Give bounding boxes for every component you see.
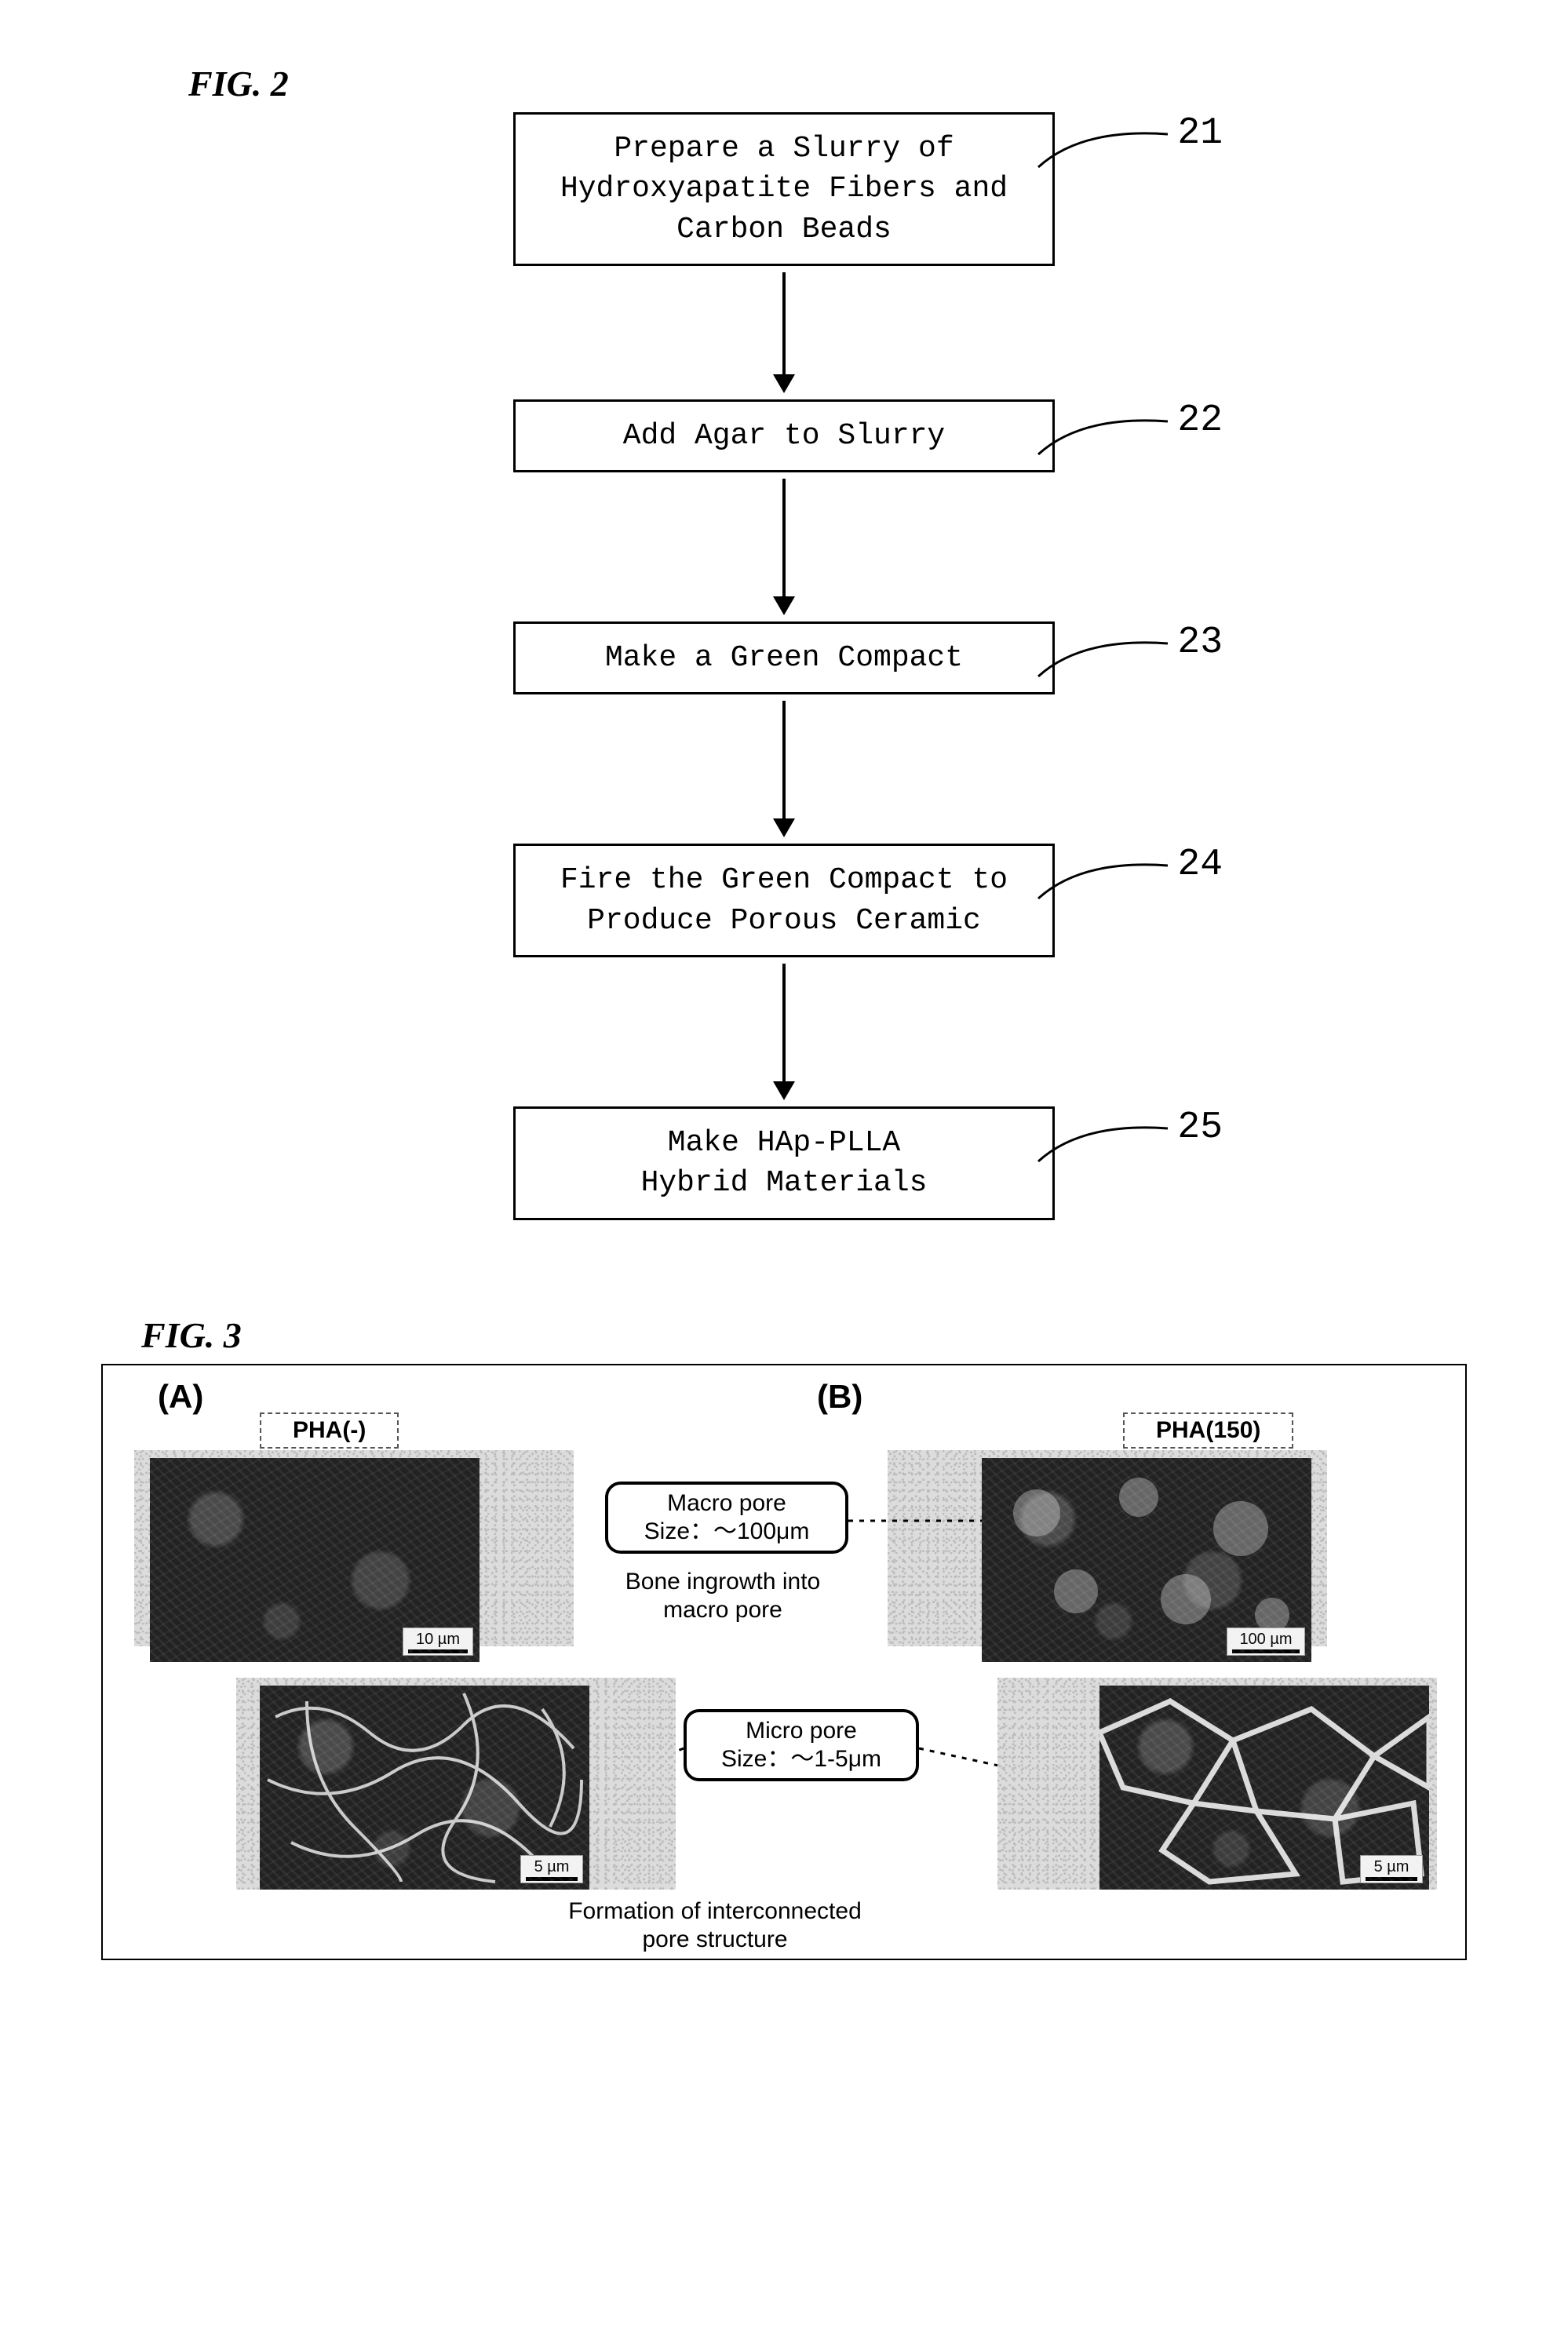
micro-pore-texture	[1099, 1686, 1429, 1890]
flow-arrow	[773, 479, 795, 615]
panel-b-top-scalebar: 100 µm	[1227, 1627, 1305, 1656]
leader-line	[1034, 629, 1176, 684]
scalebar-text: 100 µm	[1239, 1631, 1292, 1648]
flow-step-23: Make a Green Compact 23	[94, 621, 1474, 694]
flow-step-21: Prepare a Slurry ofHydroxyapatite Fibers…	[94, 112, 1474, 266]
flow-box: Make HAp-PLLAHybrid Materials	[513, 1106, 1055, 1220]
leader-line	[1034, 120, 1176, 175]
fiber-texture	[260, 1686, 589, 1890]
macro-pore-label: Macro pore Size：～100μm	[605, 1482, 848, 1554]
leader-line	[1034, 851, 1176, 906]
flow-step-25: Make HAp-PLLAHybrid Materials 25	[94, 1106, 1474, 1220]
panel-b-letter: (B)	[817, 1378, 862, 1416]
macro-pore-texture	[982, 1458, 1311, 1662]
macro-pore-title: Macro pore	[625, 1489, 828, 1518]
panel-a-top-scalebar: 10 µm	[403, 1627, 473, 1656]
flow-arrow	[773, 272, 795, 393]
scalebar-text: 10 µm	[416, 1631, 460, 1648]
flow-step-number: 21	[1177, 112, 1223, 155]
micro-pore-caption: Formation of interconnectedpore structur…	[495, 1897, 935, 1954]
figure-3-label: FIG. 3	[141, 1314, 1474, 1356]
flow-arrow	[773, 701, 795, 837]
panel-a-sem-bottom: 5 µm	[260, 1686, 589, 1890]
panel-a-letter: (A)	[158, 1378, 203, 1416]
panel-b-tag: PHA(150)	[1123, 1412, 1293, 1449]
figure-3-panel: (A) (B) PHA(-) PHA(150) 10 µm 5 µm	[101, 1364, 1467, 1960]
flow-step-22: Add Agar to Slurry 22	[94, 399, 1474, 472]
flowchart: Prepare a Slurry ofHydroxyapatite Fibers…	[94, 112, 1474, 1220]
leader-line	[1034, 407, 1176, 462]
flow-step-number: 24	[1177, 844, 1223, 886]
flow-box: Fire the Green Compact toProduce Porous …	[513, 844, 1055, 957]
macro-pore-caption: Bone ingrowth intomacro pore	[582, 1568, 864, 1624]
scalebar-text: 5 µm	[1374, 1858, 1409, 1875]
panel-b-sem-top: 100 µm	[982, 1458, 1311, 1662]
flow-box: Prepare a Slurry ofHydroxyapatite Fibers…	[513, 112, 1055, 266]
flow-step-24: Fire the Green Compact toProduce Porous …	[94, 844, 1474, 957]
panel-b-bot-scalebar: 5 µm	[1360, 1855, 1423, 1883]
scalebar-text: 5 µm	[534, 1858, 570, 1875]
macro-pore-size: Size：～100μm	[625, 1518, 828, 1546]
panel-a-tag: PHA(-)	[260, 1412, 399, 1449]
micro-pore-size: Size：～1-5μm	[704, 1745, 899, 1773]
panel-a-sem-top: 10 µm	[150, 1458, 480, 1662]
flow-step-number: 23	[1177, 621, 1223, 664]
panel-a-bot-scalebar: 5 µm	[520, 1855, 583, 1883]
micro-pore-label: Micro pore Size：～1-5μm	[684, 1709, 919, 1781]
leader-line	[1034, 1114, 1176, 1169]
flow-step-number: 25	[1177, 1106, 1223, 1149]
figure-2-label: FIG. 2	[188, 63, 1474, 104]
flow-arrow	[773, 964, 795, 1100]
panel-b-sem-bottom: 5 µm	[1099, 1686, 1429, 1890]
flow-step-number: 22	[1177, 399, 1223, 442]
flow-box: Add Agar to Slurry	[513, 399, 1055, 472]
micro-pore-title: Micro pore	[704, 1717, 899, 1745]
flow-box: Make a Green Compact	[513, 621, 1055, 694]
